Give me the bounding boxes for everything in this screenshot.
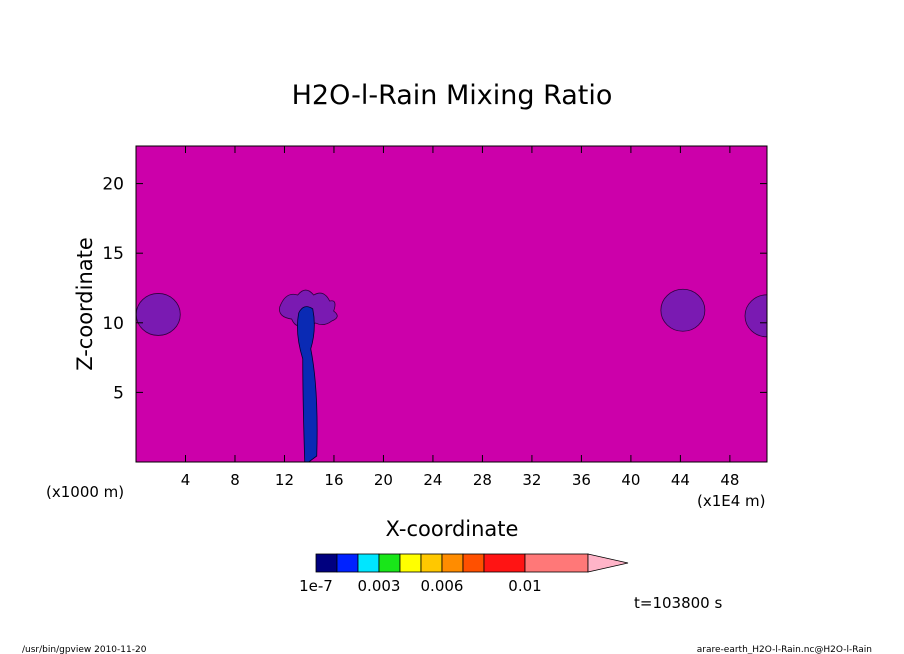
colorbar-swatch-5 (420, 553, 443, 573)
y-tick-label: 10 (102, 314, 124, 334)
x-tick-label: 36 (572, 471, 591, 489)
y-unit-label: (x1000 m) (46, 483, 124, 501)
y-tick-label: 20 (102, 175, 124, 195)
x-tick-label: 28 (473, 471, 492, 489)
colorbar-swatch-4 (399, 553, 422, 573)
x-tick-label: 32 (522, 471, 541, 489)
colorbar-swatch-1 (336, 553, 359, 573)
colorbar-swatch-0 (315, 553, 338, 573)
colorbar-swatch-8 (483, 553, 526, 573)
colorbar: 1e-7 0.003 0.006 0.01 (299, 553, 629, 595)
contour-column (297, 306, 318, 462)
colorbar-swatch-6 (441, 553, 464, 573)
colorbar-label: 0.006 (421, 577, 464, 595)
colorbar-extend-arrow (587, 553, 629, 573)
chart-title: H2O-l-Rain Mixing Ratio (292, 80, 613, 111)
contour-blob-4 (744, 294, 767, 338)
x-tick-label: 8 (230, 471, 240, 489)
x-tick-label: 48 (720, 471, 739, 489)
x-tick-label: 12 (275, 471, 294, 489)
x-axis-label: X-coordinate (386, 517, 519, 541)
y-axis-label: Z-coordinate (73, 237, 97, 371)
x-tick-label: 20 (374, 471, 393, 489)
x-unit-label: (x1E4 m) (697, 492, 766, 510)
x-tick-label: 24 (423, 471, 442, 489)
x-tick-label: 40 (621, 471, 640, 489)
footer-left: /usr/bin/gpview 2010-11-20 (22, 645, 147, 654)
contour-blob-0 (136, 293, 181, 336)
x-tick-label: 4 (181, 471, 191, 489)
colorbar-swatch-3 (378, 553, 401, 573)
colorbar-label: 0.01 (508, 577, 541, 595)
contour-blob-3 (660, 288, 706, 332)
x-tick-label: 44 (671, 471, 690, 489)
time-label: t=103800 s (634, 594, 722, 612)
x-tick-label: 16 (324, 471, 343, 489)
colorbar-label: 1e-7 (299, 577, 333, 595)
colorbar-swatch-7 (462, 553, 485, 573)
colorbar-swatch-2 (357, 553, 380, 573)
footer-right: arare-earth_H2O-l-Rain.nc@H2O-l-Rain (697, 645, 872, 654)
colorbar-label: 0.003 (358, 577, 401, 595)
y-tick-label: 5 (113, 383, 124, 403)
plot-frame (135, 145, 768, 463)
colorbar-swatch-9 (524, 553, 589, 573)
y-tick-label: 15 (102, 244, 124, 264)
